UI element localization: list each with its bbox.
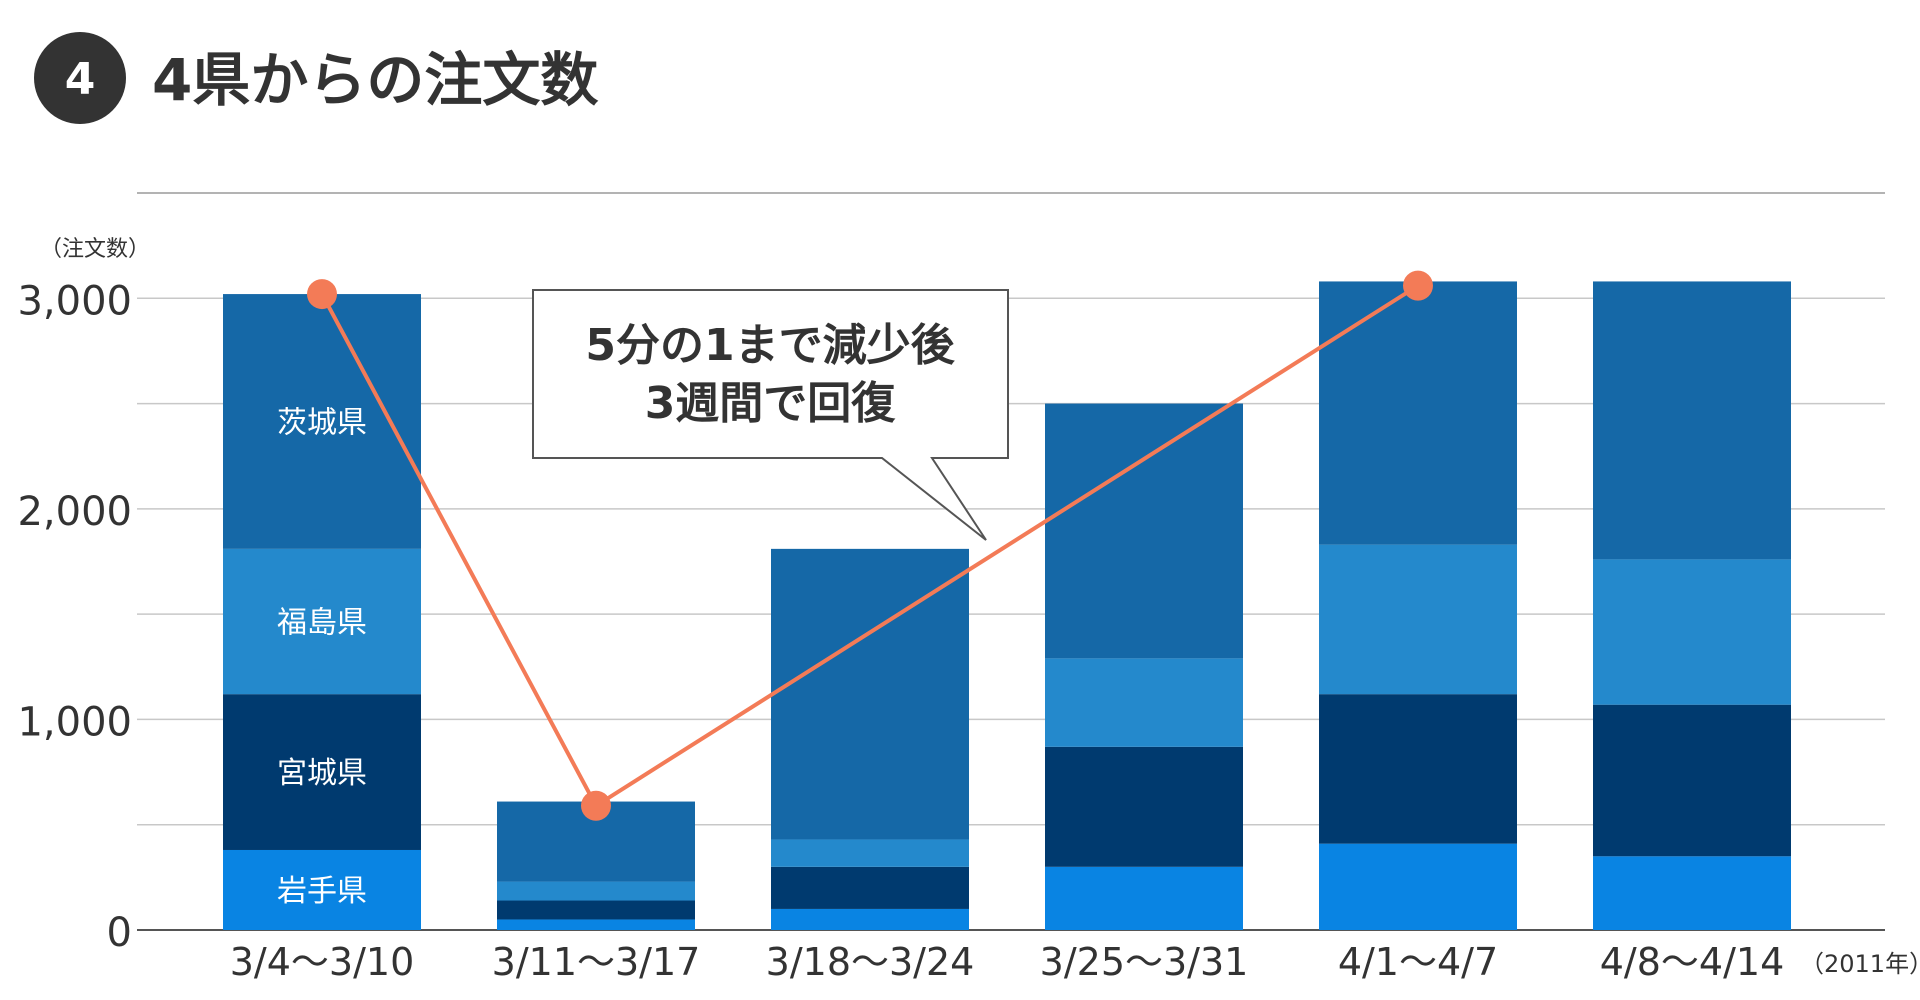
bar-segment xyxy=(497,919,695,930)
bar-segment xyxy=(497,881,695,901)
x-tick-label: 3/18〜3/24 xyxy=(766,940,975,984)
y-tick-label: 2,000 xyxy=(17,489,132,535)
bar-segment xyxy=(1319,544,1517,695)
trend-point xyxy=(307,279,337,310)
segment-label: 福島県 xyxy=(277,606,367,641)
bar-segment xyxy=(223,548,421,695)
section-number-badge xyxy=(34,32,126,124)
bar-segment xyxy=(1593,704,1791,857)
bar-segment xyxy=(497,900,695,920)
bar-segment xyxy=(1045,866,1243,930)
segment-labels: 岩手県 宮城県 福島県 茨城県 xyxy=(277,405,367,909)
x-tick-labels: 3/4〜3/10 3/11〜3/17 3/18〜3/24 3/25〜3/31 4/1〜4… xyxy=(230,940,1785,984)
segment-label: 茨城県 xyxy=(277,405,367,440)
bar-segment xyxy=(1045,658,1243,747)
y-tick-labels: 0 1,000 2,000 3,000 xyxy=(17,278,132,956)
y-tick-label: 1,000 xyxy=(17,699,132,745)
x-tick-label: 3/11〜3/17 xyxy=(492,940,701,984)
x-tick-label: 4/1〜4/7 xyxy=(1338,940,1498,984)
bar-segment xyxy=(1319,843,1517,930)
segment-label: 岩手県 xyxy=(277,874,367,909)
callout-box xyxy=(532,289,1009,541)
bar-segment xyxy=(1593,559,1791,705)
y-axis-label: （注文数） xyxy=(40,237,150,262)
x-tick-label: 4/8〜4/14 xyxy=(1600,940,1785,984)
year-note: （2011年） xyxy=(1800,950,1920,978)
bar-segment xyxy=(1319,281,1517,545)
bar-segment xyxy=(1319,694,1517,844)
bar-segment xyxy=(771,866,969,909)
trend-line-group xyxy=(307,270,1433,821)
x-tick-label: 3/4〜3/10 xyxy=(230,940,415,984)
bar-segment xyxy=(223,849,421,930)
chart-title: 4県からの注文数 xyxy=(152,46,598,114)
bar-segment xyxy=(223,694,421,850)
bar-segment xyxy=(771,839,969,867)
callout-line-2: 3週間で回復 xyxy=(645,378,897,429)
bar-segment xyxy=(1045,403,1243,659)
bar-segment xyxy=(1593,281,1791,560)
y-tick-label: 3,000 xyxy=(17,278,132,324)
segment-label: 宮城県 xyxy=(277,756,367,791)
bar-segment xyxy=(1045,746,1243,867)
callout-line-1: 5分の1まで減少後 xyxy=(585,320,955,371)
section-number: 4 xyxy=(65,54,96,105)
bar-segment xyxy=(771,908,969,930)
bar-segment xyxy=(1593,856,1791,930)
callout: 5分の1まで減少後 3週間で回復 xyxy=(532,289,1009,541)
x-tick-label: 3/25〜3/31 xyxy=(1040,940,1249,984)
trend-point xyxy=(1403,270,1433,301)
y-tick-label: 0 xyxy=(107,910,132,956)
bar-segment xyxy=(771,548,969,840)
trend-point xyxy=(581,790,611,821)
